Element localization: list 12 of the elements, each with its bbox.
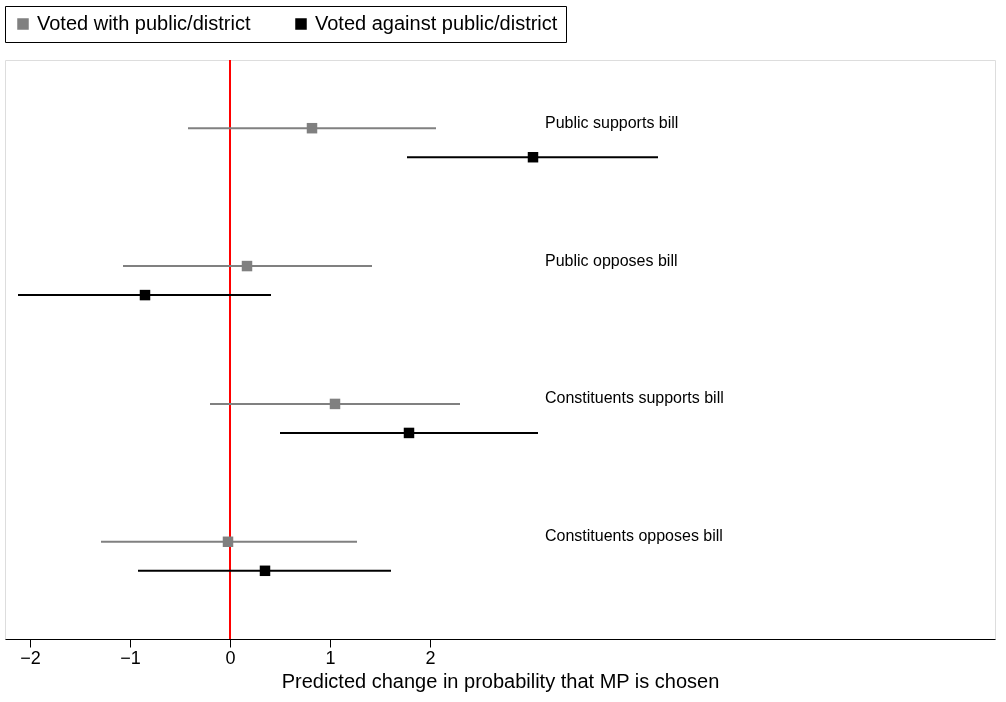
- annotation: Public supports bill: [545, 113, 679, 131]
- x-tick-label: 1: [325, 647, 336, 668]
- x-axis-title: Predicted change in probability that MP is chosen: [281, 669, 720, 692]
- legend-label: Voted with public/district: [37, 12, 251, 34]
- legend-label: Voted against public/district: [315, 12, 558, 34]
- x-tick-label: 2: [425, 647, 436, 668]
- annotation: Constituents supports bill: [545, 389, 724, 407]
- annotation: Public opposes bill: [545, 251, 678, 269]
- x-tick-label: −1: [120, 647, 141, 668]
- x-tick-label: 0: [225, 647, 236, 668]
- annotation: Constituents opposes bill: [545, 527, 723, 545]
- x-tick-label: −2: [20, 647, 41, 668]
